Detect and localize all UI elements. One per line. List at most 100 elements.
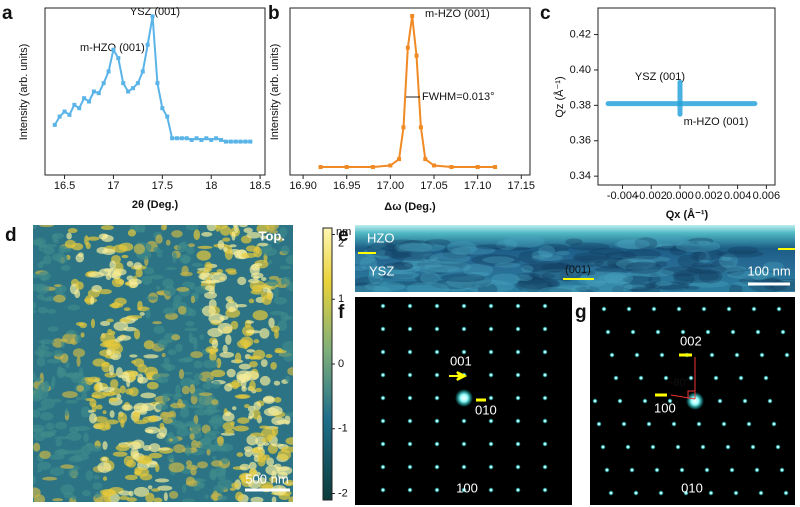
afm-grain <box>248 468 257 477</box>
right-angle <box>687 390 695 398</box>
data-point <box>238 139 243 144</box>
tem-texture <box>466 271 490 277</box>
tem-texture <box>496 239 518 251</box>
afm-grain <box>223 247 228 252</box>
annotation: YSZ (001) <box>635 71 685 83</box>
afm-grain <box>81 490 91 497</box>
afm-grain <box>45 295 56 302</box>
afm-grain <box>215 225 221 232</box>
afm-grain <box>179 407 190 419</box>
diffraction-spot <box>380 349 386 355</box>
diffraction-spot <box>407 349 413 355</box>
tem-texture <box>387 271 420 279</box>
afm-grain <box>188 308 197 317</box>
y-axis-label: Qz (Å⁻¹) <box>553 76 566 117</box>
afm-grain <box>176 287 190 292</box>
tem-texture <box>364 281 406 292</box>
afm-grain <box>50 382 55 390</box>
diffraction-spot <box>488 487 494 493</box>
diffraction-spot <box>609 352 615 358</box>
afm-grain <box>252 310 268 321</box>
afm-grain <box>191 439 198 451</box>
tem-texture <box>616 238 650 249</box>
afm-grain <box>126 497 138 502</box>
afm-grain <box>277 471 288 480</box>
diffraction-spot <box>633 490 639 496</box>
diffraction-spot <box>721 421 727 427</box>
afm-grain <box>236 395 249 399</box>
afm-grain <box>262 442 270 446</box>
afm-grain <box>210 369 226 378</box>
afm-grain <box>184 327 198 332</box>
x-tick-label: 16.95 <box>333 180 361 192</box>
afm-grain <box>224 429 235 434</box>
layer-label: HZO <box>367 230 394 245</box>
diffraction-spot <box>605 329 611 335</box>
diffraction-spot <box>434 418 440 424</box>
tem-texture <box>531 254 564 261</box>
tem-texture <box>716 250 764 258</box>
afm-grain <box>121 404 133 411</box>
afm-grain <box>261 484 274 490</box>
afm-grain <box>226 368 236 378</box>
colorbar-tick-label: -1 <box>338 423 348 435</box>
tem-texture <box>411 264 460 273</box>
tem-texture <box>471 254 521 266</box>
afm-grain <box>182 371 193 375</box>
tem-texture <box>408 251 432 257</box>
scale-bar-label: 100 nm <box>747 263 790 278</box>
afm-grain <box>148 429 154 434</box>
afm-grain <box>38 339 55 345</box>
tem-texture <box>541 270 582 281</box>
tem-texture <box>579 271 628 284</box>
afm-grain <box>280 312 289 322</box>
afm-grain <box>175 343 183 353</box>
afm-grain <box>204 406 214 416</box>
afm-grain <box>209 350 217 362</box>
afm-grain <box>121 254 129 259</box>
diffraction-spot <box>654 467 660 473</box>
afm-grain <box>140 392 157 399</box>
afm-grain <box>252 409 261 420</box>
tem-texture <box>534 269 578 280</box>
afm-grain <box>138 455 153 465</box>
afm-grain <box>204 261 213 273</box>
afm-grain <box>240 252 257 259</box>
afm-grain <box>184 447 192 456</box>
plane-label: (001) <box>565 264 591 276</box>
afm-grain <box>217 239 225 250</box>
afm-grain <box>212 490 219 502</box>
diffraction-spot <box>608 490 614 496</box>
afm-grain <box>40 398 56 409</box>
tem-texture <box>401 256 429 267</box>
diffraction-spot <box>746 421 752 427</box>
afm-grain <box>177 305 187 315</box>
afm-grain <box>38 381 49 393</box>
tem-texture <box>430 279 477 290</box>
afm-grain <box>119 385 126 394</box>
afm-grain <box>239 475 246 479</box>
afm-grain <box>165 266 177 271</box>
afm-grain <box>55 421 68 430</box>
afm-grain <box>145 309 151 319</box>
tem-texture <box>490 273 520 286</box>
data-point <box>475 165 480 170</box>
afm-grain <box>222 344 228 354</box>
diffraction-spot <box>380 326 386 332</box>
afm-grain <box>90 318 96 329</box>
afm-grain <box>58 245 65 256</box>
x-tick-label: 18 <box>205 180 217 192</box>
diffraction-spot <box>696 421 702 427</box>
afm-grain <box>106 318 114 323</box>
diffraction-spot <box>380 372 386 378</box>
diffraction-spot <box>758 490 764 496</box>
data-point <box>184 136 189 141</box>
diffraction-spot <box>515 349 521 355</box>
afm-grain <box>34 377 42 382</box>
tem-texture <box>622 275 653 283</box>
diffraction-spot <box>659 352 665 358</box>
afm-grain <box>156 432 166 440</box>
tem-texture <box>699 251 711 264</box>
diffraction-spot <box>667 398 673 404</box>
